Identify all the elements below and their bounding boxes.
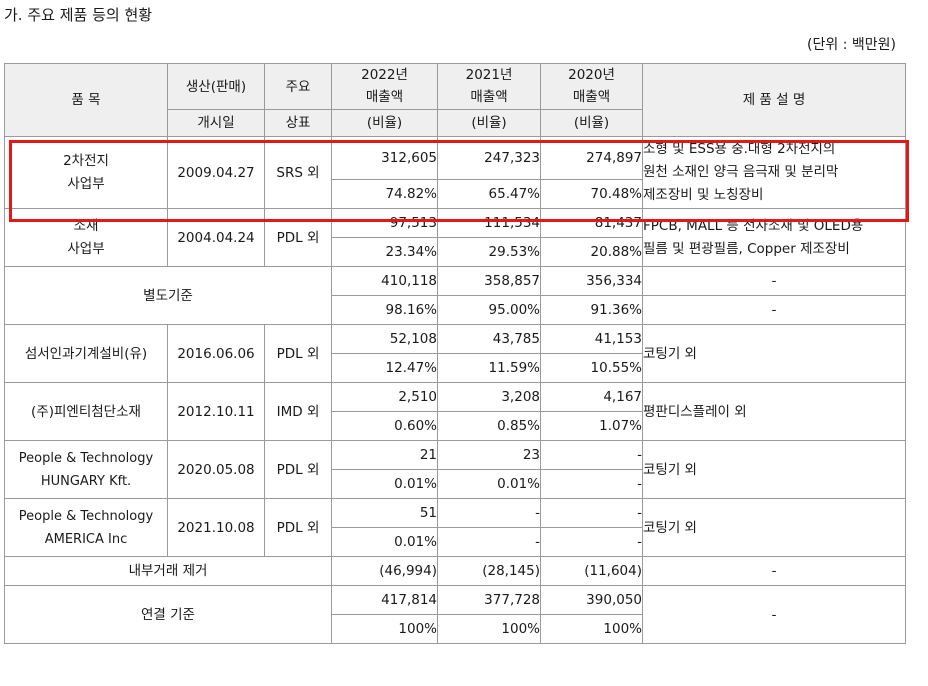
value-2022: 51 — [331, 498, 438, 528]
row-date: 2016.06.06 — [167, 324, 265, 383]
header-ratio-2021: (비율) — [437, 109, 541, 137]
ratio-2022: 0.60% — [331, 411, 438, 441]
ratio-2021: 65.47% — [437, 179, 541, 209]
consolidated-ratio-2020: 100% — [540, 614, 643, 644]
row-brand: SRS 외 — [264, 136, 332, 209]
value-2021: 23 — [437, 440, 541, 470]
value-2020: 356,334 — [540, 266, 643, 296]
value-2020: 274,897 — [540, 136, 643, 180]
row-brand: IMD 외 — [264, 382, 332, 441]
row-name: (주)피엔티첨단소재 — [4, 382, 168, 441]
consolidated-2021: 377,728 — [437, 585, 541, 615]
ratio-2020: 91.36% — [540, 295, 643, 325]
row-brand: PDL 외 — [264, 324, 332, 383]
header-2020: 2020년 매출액 — [540, 63, 643, 110]
ratio-2022: 98.16% — [331, 295, 438, 325]
value-2020: - — [540, 498, 643, 528]
row-desc: 코팅기 외 — [642, 498, 906, 557]
row-name: 소재 사업부 — [4, 208, 168, 267]
value-2020: 4,167 — [540, 382, 643, 412]
ratio-2021: - — [437, 527, 541, 557]
value-2021: 3,208 — [437, 382, 541, 412]
value-2021: 111,534 — [437, 208, 541, 238]
header-brand: 주요 — [264, 63, 332, 110]
ratio-2021: 11.59% — [437, 353, 541, 383]
consolidated-2020: 390,050 — [540, 585, 643, 615]
value-2021: 358,857 — [437, 266, 541, 296]
value-2021: 247,323 — [437, 136, 541, 180]
row-date: 2004.04.24 — [167, 208, 265, 267]
header-brand-2: 상표 — [264, 109, 332, 137]
section-title: 가. 주요 제품 등의 현황 — [4, 6, 153, 24]
value-2020: 41,153 — [540, 324, 643, 354]
unit-label: (단위 : 백만원) — [807, 37, 896, 53]
value-2020: 81,437 — [540, 208, 643, 238]
ratio-2020: 10.55% — [540, 353, 643, 383]
row-desc-2: - — [642, 295, 906, 325]
header-ratio-2022: (비율) — [331, 109, 438, 137]
header-prod-start: 생산(판매) — [167, 63, 265, 110]
row-date: 2021.10.08 — [167, 498, 265, 557]
elimination-2022: (46,994) — [331, 556, 438, 586]
ratio-2021: 95.00% — [437, 295, 541, 325]
row-name: People & Technology AMERICA Inc — [4, 498, 168, 557]
elimination-desc: - — [642, 556, 906, 586]
header-desc: 제 품 설 명 — [642, 63, 906, 137]
consolidated-2022: 417,814 — [331, 585, 438, 615]
row-date: 2012.10.11 — [167, 382, 265, 441]
header-prod-start-2: 개시일 — [167, 109, 265, 137]
row-brand: PDL 외 — [264, 498, 332, 557]
consolidated-ratio-2021: 100% — [437, 614, 541, 644]
header-item: 품 목 — [4, 63, 168, 137]
value-2021: - — [437, 498, 541, 528]
ratio-2021: 0.01% — [437, 469, 541, 499]
ratio-2020: 70.48% — [540, 179, 643, 209]
value-2022: 21 — [331, 440, 438, 470]
row-date: 2009.04.27 — [167, 136, 265, 209]
product-table: 품 목 생산(판매) 주요 2022년 매출액 2021년 매출액 2020년 매출액… — [4, 63, 906, 644]
ratio-2020: - — [540, 527, 643, 557]
value-2020: - — [540, 440, 643, 470]
elimination-name: 내부거래 제거 — [4, 556, 332, 586]
row-desc: FPCB, MALL 등 전자소재 및 OLED용 필름 및 편광필름, Cop… — [642, 208, 906, 267]
value-2022: 52,108 — [331, 324, 438, 354]
ratio-2021: 0.85% — [437, 411, 541, 441]
row-desc: 코팅기 외 — [642, 324, 906, 383]
value-2021: 43,785 — [437, 324, 541, 354]
value-2022: 2,510 — [331, 382, 438, 412]
ratio-2022: 74.82% — [331, 179, 438, 209]
header-2022: 2022년 매출액 — [331, 63, 438, 110]
value-2022: 410,118 — [331, 266, 438, 296]
value-2022: 312,605 — [331, 136, 438, 180]
elimination-2021: (28,145) — [437, 556, 541, 586]
row-name: 섬서인과기계설비(유) — [4, 324, 168, 383]
row-name: 별도기준 — [4, 266, 332, 325]
ratio-2020: 1.07% — [540, 411, 643, 441]
consolidated-desc: - — [642, 585, 906, 644]
ratio-2022: 12.47% — [331, 353, 438, 383]
row-name: 2차전지 사업부 — [4, 136, 168, 209]
consolidated-name: 연결 기준 — [4, 585, 332, 644]
row-brand: PDL 외 — [264, 440, 332, 499]
ratio-2022: 23.34% — [331, 237, 438, 267]
ratio-2022: 0.01% — [331, 469, 438, 499]
header-ratio-2020: (비율) — [540, 109, 643, 137]
row-name: People & Technology HUNGARY Kft. — [4, 440, 168, 499]
row-desc: 코팅기 외 — [642, 440, 906, 499]
row-brand: PDL 외 — [264, 208, 332, 267]
row-desc: 평판디스플레이 외 — [642, 382, 906, 441]
ratio-2020: - — [540, 469, 643, 499]
header-2021: 2021년 매출액 — [437, 63, 541, 110]
row-date: 2020.05.08 — [167, 440, 265, 499]
elimination-2020: (11,604) — [540, 556, 643, 586]
ratio-2020: 20.88% — [540, 237, 643, 267]
ratio-2022: 0.01% — [331, 527, 438, 557]
consolidated-ratio-2022: 100% — [331, 614, 438, 644]
row-desc: - — [642, 266, 906, 296]
row-desc: 소형 및 ESS용 중.대형 2차전지의 원천 소재인 양극 음극재 및 분리막… — [642, 136, 906, 209]
value-2022: 97,513 — [331, 208, 438, 238]
ratio-2021: 29.53% — [437, 237, 541, 267]
